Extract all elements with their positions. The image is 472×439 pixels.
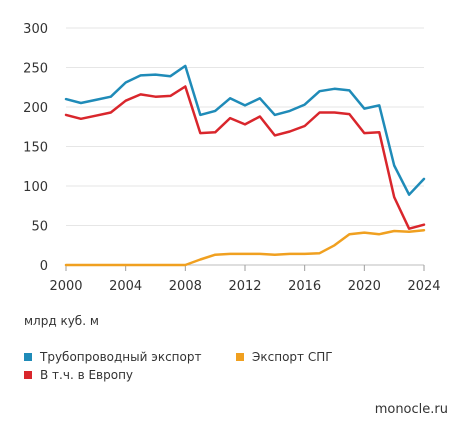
y-axis-ticks: 0 50 100 150 200 250 300 — [23, 22, 48, 274]
x-tick-label: 2004 — [109, 279, 142, 294]
x-tick-label: 2016 — [288, 279, 321, 294]
legend-item-europe: В т.ч. в Европу — [24, 368, 133, 382]
legend-label-europe: В т.ч. в Европу — [40, 368, 134, 382]
y-tick-label: 50 — [31, 220, 48, 235]
series-line-europe — [64, 85, 426, 230]
x-tick-label: 2008 — [169, 279, 202, 294]
legend-swatch-europe — [24, 371, 32, 379]
x-tick-label: 2012 — [228, 279, 261, 294]
y-tick-label: 100 — [23, 180, 48, 195]
y-tick-label: 200 — [23, 101, 48, 116]
series-line-lng — [64, 228, 426, 267]
legend-swatch-lng — [236, 353, 244, 361]
series-line-pipeline — [64, 64, 426, 196]
legend-label-lng: Экспорт СПГ — [252, 350, 333, 364]
source-label: monocle.ru — [374, 402, 448, 417]
series-lines — [64, 64, 426, 267]
x-tick-label: 2000 — [49, 279, 82, 294]
legend-item-lng: Экспорт СПГ — [236, 350, 333, 364]
y-tick-label: 150 — [23, 141, 48, 156]
x-axis-ticks: 2000 2004 2008 2012 2016 2020 2024 — [49, 265, 441, 294]
legend-item-pipeline: Трубопроводный экспорт — [24, 350, 201, 364]
y-tick-label: 250 — [23, 62, 48, 77]
legend-swatch-pipeline — [24, 353, 32, 361]
x-tick-label: 2020 — [348, 279, 381, 294]
y-tick-label: 0 — [40, 259, 48, 274]
legend-label-pipeline: Трубопроводный экспорт — [40, 350, 202, 364]
y-axis-unit-label: млрд куб. м — [24, 314, 99, 328]
x-tick-label: 2024 — [407, 279, 440, 294]
grid-lines — [66, 27, 424, 266]
y-tick-label: 300 — [23, 22, 48, 37]
